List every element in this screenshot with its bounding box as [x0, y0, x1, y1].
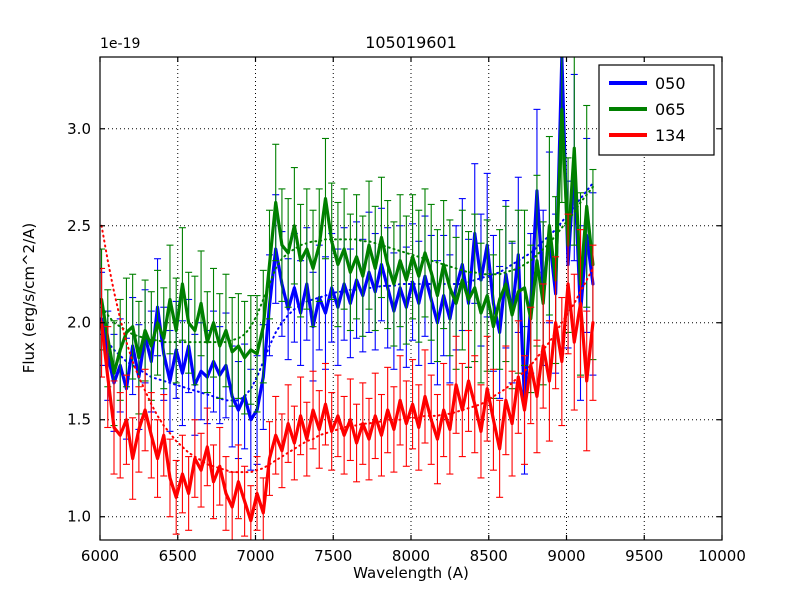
x-tick-label: 9500: [625, 547, 663, 565]
legend-item-065[interactable]: 065: [609, 100, 686, 119]
x-tick-label: 9000: [547, 547, 585, 565]
data-series-layer: [100, 57, 597, 540]
y-tick-label: 1.5: [67, 411, 91, 429]
y-axis-ticks: 1.0 1.5 2.0 2.5 3.0: [67, 120, 722, 526]
legend-label-050: 050: [655, 74, 686, 93]
y-axis-label: Flux (erg/s/cm^2/A): [20, 223, 38, 374]
legend-label-065: 065: [655, 100, 686, 119]
x-tick-label: 7000: [236, 547, 274, 565]
flux-curve-065: [100, 107, 595, 375]
flux-curve-134: [100, 282, 595, 523]
x-axis-ticks: 6000 6500 7000 7500 8000 8500 9000 9500 10000: [81, 57, 746, 565]
x-axis-label: Wavelength (A): [353, 564, 469, 582]
page-title: 105019601: [365, 33, 457, 52]
series-134: [100, 213, 597, 540]
y-tick-label: 2.0: [67, 314, 91, 332]
x-tick-label: 6500: [159, 547, 197, 565]
x-tick-label: 8000: [392, 547, 430, 565]
y-axis-offset-label: 1e-19: [100, 36, 140, 52]
model-curve-050: [100, 182, 594, 402]
model-curve-065: [100, 185, 594, 344]
x-tick-label: 7500: [314, 547, 352, 565]
x-tick-label: 6000: [81, 547, 119, 565]
legend-item-134[interactable]: 134: [609, 126, 686, 145]
legend-item-050[interactable]: 050: [609, 74, 686, 93]
legend[interactable]: 050 065 134: [598, 64, 715, 156]
y-tick-label: 2.5: [67, 217, 91, 235]
x-tick-label: 8500: [470, 547, 508, 565]
y-tick-label: 3.0: [67, 120, 91, 138]
legend-label-134: 134: [655, 126, 686, 145]
x-tick-label: 10000: [698, 547, 746, 565]
y-tick-label: 1.0: [67, 508, 91, 526]
